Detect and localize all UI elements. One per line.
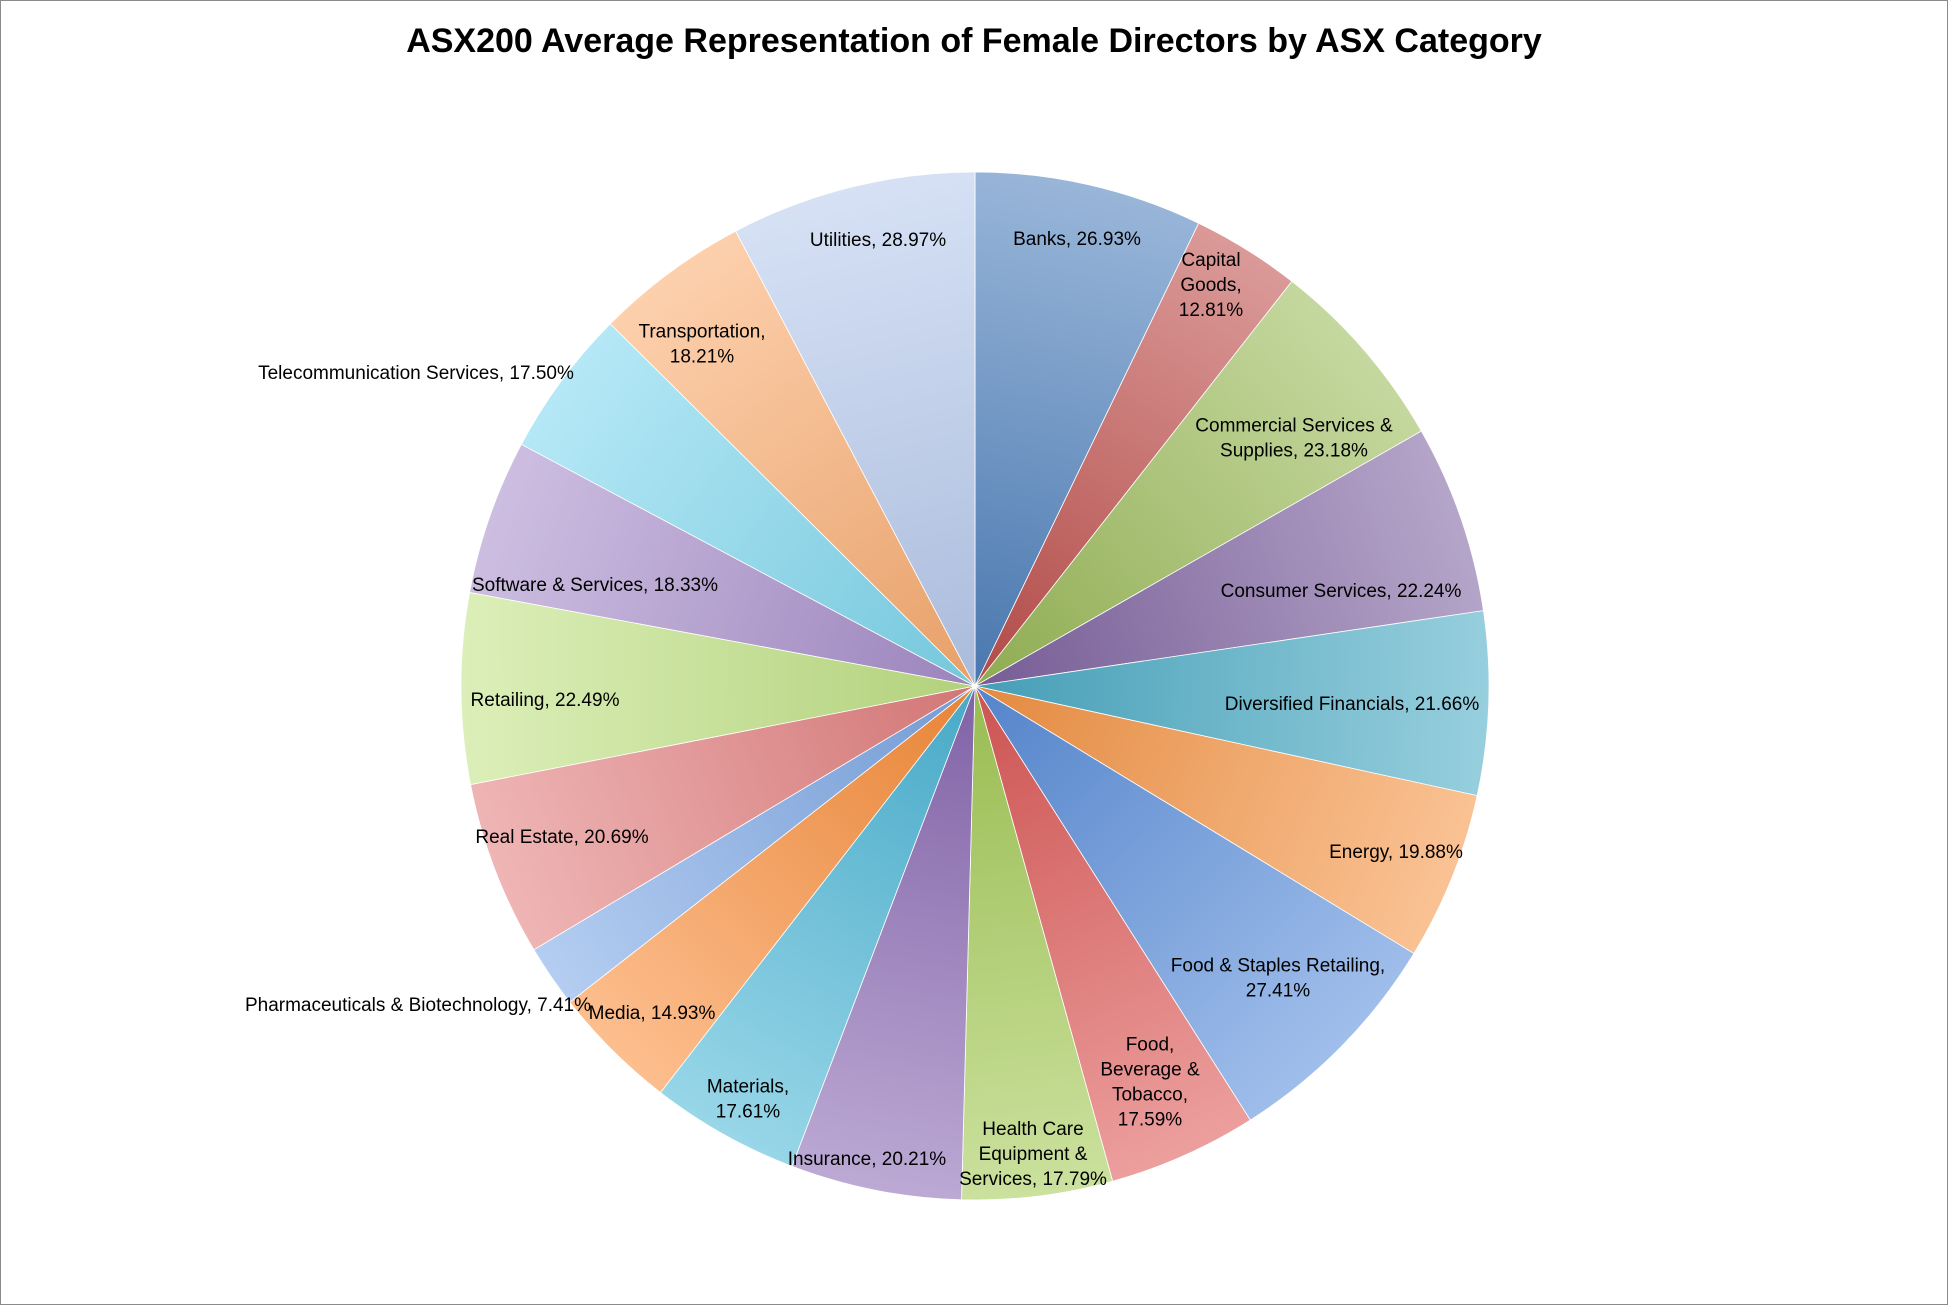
pie-slice-utilities (735, 171, 976, 687)
pie-label-capital-goods: Capital Goods, 12.81% (1179, 250, 1244, 321)
pie-slice-commercial-services-and-supplies (974, 280, 1422, 687)
pie-label-software-and-services: Software & Services, 18.33% (472, 575, 718, 596)
pie-slice-retailing (460, 591, 976, 786)
pie-labels: Banks, 26.93% Capital Goods, 12.81% Commerci… (245, 229, 1479, 1190)
pie-label-banks: Banks, 26.93% (1013, 229, 1141, 250)
pie-label-food-beverage-and-tobacco: Food, Beverage & Tobacco, 17.59% (1100, 1035, 1200, 1131)
pie-slice-consumer-services (974, 430, 1484, 687)
pie-label-utilities: Utilities, 28.97% (810, 230, 946, 251)
pie-label-real-estate: Real Estate, 20.69% (475, 827, 648, 848)
pie-label-materials: Materials, 17.61% (707, 1077, 789, 1123)
pie-slice-insurance (791, 685, 976, 1201)
pie-slice-real-estate (470, 685, 976, 951)
pie-label-health-care-equipment-and-services: Health Care Equipment & Services, 17.79% (959, 1119, 1107, 1190)
pie-label-media: Media, 14.93% (589, 1003, 716, 1024)
pie-label-diversified-financials: Diversified Financials, 21.66% (1225, 694, 1480, 715)
pie-label-telecommunication-services: Telecommunication Services, 17.50% (258, 363, 574, 384)
pie-label-commercial-services-and-supplies: Commercial Services & Supplies, 23.18% (1195, 416, 1393, 462)
pie-slice-food-and-staples-retailing (974, 685, 1415, 1121)
pie-slice-banks (974, 171, 1200, 687)
pie-slice-transportation (609, 230, 976, 687)
pie-label-consumer-services: Consumer Services, 22.24% (1221, 581, 1462, 602)
pie-label-pharmaceuticals-and-biotechnology: Pharmaceuticals & Biotechnology, 7.41% (245, 995, 591, 1016)
pie-label-transportation: Transportation, 18.21% (638, 322, 765, 368)
pie-slice-software-and-services (469, 443, 976, 687)
pie-slices (460, 171, 1490, 1201)
pie-slice-health-care-equipment-and-services (961, 685, 1114, 1201)
pie-label-energy: Energy, 19.88% (1329, 842, 1463, 863)
pie-label-retailing: Retailing, 22.49% (471, 690, 620, 711)
pie-label-insurance: Insurance, 20.21% (788, 1149, 947, 1170)
pie-slice-diversified-financials (974, 610, 1490, 797)
pie-slice-energy (974, 685, 1478, 955)
pie-slice-materials (659, 685, 976, 1167)
chart-title: ASX200 Average Representation of Female … (406, 22, 1542, 60)
pie-label-food-and-staples-retailing: Food & Staples Retailing, 27.41% (1171, 956, 1385, 1002)
